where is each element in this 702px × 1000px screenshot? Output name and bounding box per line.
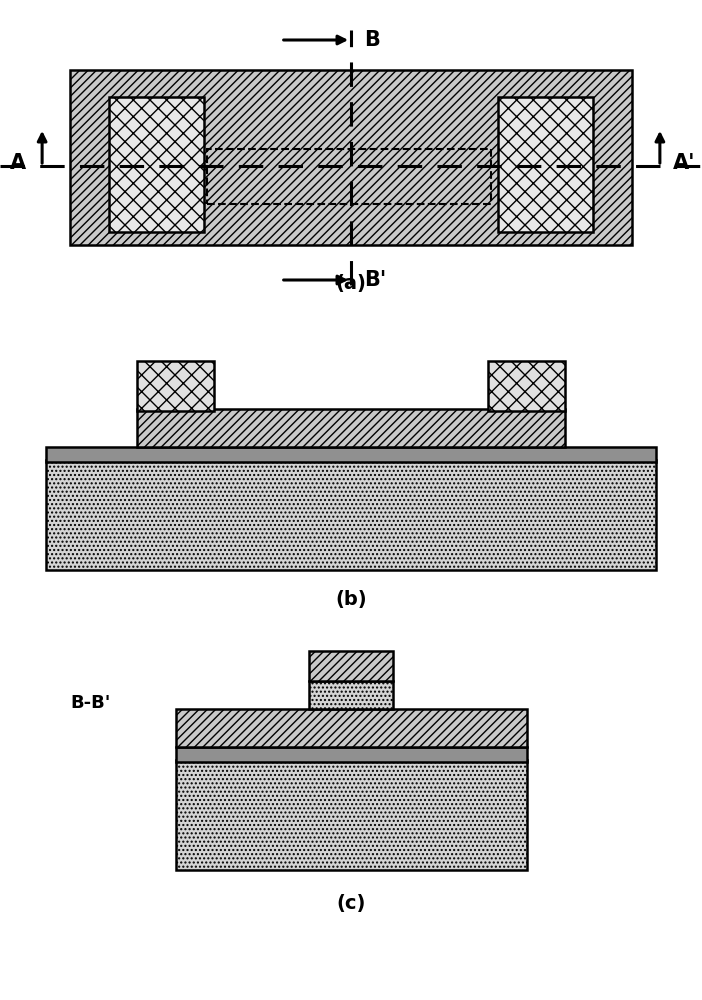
Bar <box>176 709 526 747</box>
Bar <box>498 97 593 232</box>
Bar <box>70 70 632 245</box>
Bar <box>309 681 393 709</box>
Bar <box>46 460 656 570</box>
Bar <box>46 447 656 462</box>
Bar <box>176 747 526 762</box>
Bar <box>137 409 565 447</box>
Text: (c): (c) <box>336 894 366 912</box>
Bar <box>137 361 214 411</box>
Text: (a): (a) <box>336 273 366 292</box>
Bar <box>207 149 491 204</box>
Bar <box>309 651 393 681</box>
Text: A': A' <box>673 153 696 173</box>
Text: A: A <box>10 153 25 173</box>
Bar <box>488 361 565 411</box>
Text: B: B <box>364 30 380 50</box>
Bar <box>109 97 204 232</box>
Text: (b): (b) <box>335 590 367 609</box>
Bar <box>176 760 526 870</box>
Text: B-B': B-B' <box>70 694 111 712</box>
Text: B': B' <box>364 270 386 290</box>
